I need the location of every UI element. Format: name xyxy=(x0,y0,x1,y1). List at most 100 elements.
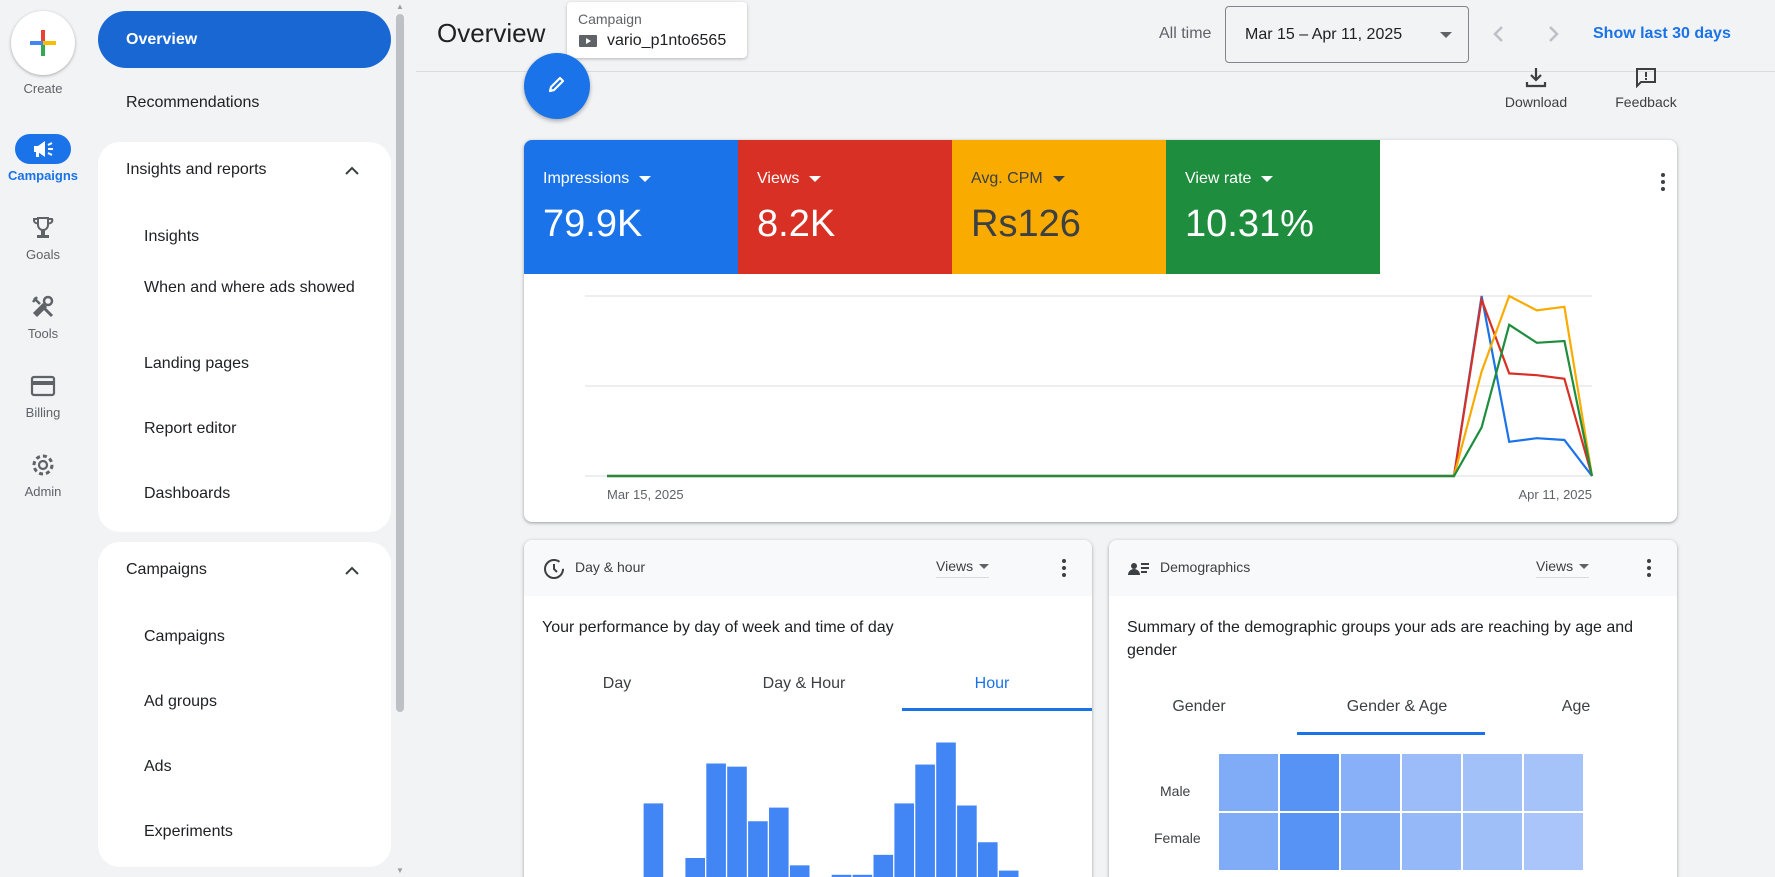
heatmap-cell[interactable] xyxy=(1280,813,1339,870)
day-hour-card-title: Day & hour xyxy=(575,559,646,575)
more-vert-icon[interactable] xyxy=(1052,556,1076,580)
nav-item-landing-pages[interactable]: Landing pages xyxy=(144,355,249,372)
nav-scroll-down[interactable]: ▼ xyxy=(396,866,404,875)
download-icon xyxy=(1525,68,1547,88)
dropdown-arrow-icon xyxy=(979,563,990,569)
x-tick-label: Apr 11, 2025 xyxy=(1519,487,1592,502)
rail-item-tools[interactable]: Tools xyxy=(0,292,86,341)
top-bar: Overview Campaign vario_p1nto6565 All ti… xyxy=(416,0,1775,72)
metric-value: 8.2K xyxy=(757,203,836,245)
date-range-value: Mar 15 – Apr 11, 2025 xyxy=(1245,26,1403,43)
hour-bar xyxy=(748,821,768,877)
chevron-up-icon[interactable] xyxy=(343,162,361,180)
feedback-icon xyxy=(1636,68,1656,88)
hour-bar xyxy=(957,805,977,877)
demographics-card-title: Demographics xyxy=(1160,559,1251,575)
hour-bar xyxy=(831,874,852,877)
edit-button[interactable] xyxy=(524,53,590,119)
heatmap-cell[interactable] xyxy=(1463,754,1522,811)
create-button[interactable] xyxy=(11,11,75,75)
heatmap-cell[interactable] xyxy=(1341,813,1400,870)
nav-item-experiments[interactable]: Experiments xyxy=(144,823,233,840)
metric-impressions[interactable]: Impressions 79.9K xyxy=(524,140,738,274)
nav-item-insights[interactable]: Insights xyxy=(144,228,200,245)
rail-item-billing[interactable]: Billing xyxy=(0,371,86,420)
hour-bar xyxy=(873,854,894,877)
tab-age[interactable]: Age xyxy=(1561,698,1591,715)
tab-hour[interactable]: Hour xyxy=(974,675,1010,692)
show-last-30-days-link[interactable]: Show last 30 days xyxy=(1593,25,1731,42)
heatmap-cell[interactable] xyxy=(1402,754,1461,811)
heatmap-cell[interactable] xyxy=(1402,813,1461,870)
nav-item-when-where[interactable]: When and where ads showed xyxy=(144,279,355,296)
demographics-description: Summary of the demographic groups your a… xyxy=(1127,619,1634,659)
all-time-label: All time xyxy=(1159,25,1212,42)
trophy-icon xyxy=(33,217,54,238)
rail-label: Billing xyxy=(25,405,61,420)
rail-item-goals[interactable]: Goals xyxy=(0,213,86,262)
more-vert-icon[interactable] xyxy=(1637,556,1661,580)
download-button[interactable]: Download xyxy=(1486,66,1586,110)
metric-avg-cpm[interactable]: Avg. CPM Rs126 xyxy=(952,140,1166,274)
day-hour-views-select[interactable]: Views xyxy=(936,558,990,578)
metric-name: Views xyxy=(757,170,800,187)
more-vert-icon[interactable] xyxy=(1651,170,1675,194)
hour-bar xyxy=(852,874,873,877)
date-range-select[interactable]: Mar 15 – Apr 11, 2025 xyxy=(1225,6,1469,63)
campaign-chip-label: Campaign xyxy=(578,11,642,27)
heatmap-cell[interactable] xyxy=(1219,754,1278,811)
performance-summary-card: Impressions 79.9K Views 8.2K Avg. CPM Rs… xyxy=(524,140,1677,522)
demographics-card-header: Demographics Views xyxy=(1109,540,1677,596)
chevron-up-icon[interactable] xyxy=(343,562,361,580)
hour-bar xyxy=(915,764,935,877)
hour-bar xyxy=(727,766,747,877)
metric-views[interactable]: Views 8.2K xyxy=(738,140,952,274)
heatmap-cell[interactable] xyxy=(1524,754,1583,811)
gear-icon xyxy=(32,454,54,476)
tools-icon xyxy=(32,295,54,318)
demographics-card: Demographics Views Summary of the demogr… xyxy=(1109,540,1677,877)
nav-section-insights-title[interactable]: Insights and reports xyxy=(126,161,267,178)
chevron-right-icon[interactable] xyxy=(1537,18,1569,50)
metric-view-rate[interactable]: View rate 10.31% xyxy=(1166,140,1380,274)
heatmap-cell[interactable] xyxy=(1524,813,1583,870)
heatmap-cell[interactable] xyxy=(1219,813,1278,870)
tab-gender[interactable]: Gender xyxy=(1172,698,1226,715)
hourly-bar-chart xyxy=(643,742,1019,877)
nav-item-recommendations[interactable]: Recommendations xyxy=(126,94,260,111)
nav-scrollbar-thumb[interactable] xyxy=(396,14,404,712)
heatmap-cell[interactable] xyxy=(1280,754,1339,811)
metric-name: Impressions xyxy=(543,170,630,187)
tab-day[interactable]: Day xyxy=(602,675,632,692)
heatmap-row-label-male: Male xyxy=(1160,783,1191,799)
rail-item-campaigns[interactable]: Campaigns xyxy=(0,134,86,183)
heatmap-cell[interactable] xyxy=(1341,754,1400,811)
feedback-button[interactable]: Feedback xyxy=(1596,66,1696,110)
day-hour-description: Your performance by day of week and time… xyxy=(542,619,894,636)
nav-item-overview[interactable]: Overview xyxy=(98,11,391,68)
nav-item-ad-groups[interactable]: Ad groups xyxy=(144,693,217,710)
nav-section-campaigns: Campaigns Campaigns Ad groups Ads Experi… xyxy=(98,542,391,867)
series-line xyxy=(607,295,1594,478)
dropdown-arrow-icon xyxy=(639,176,652,182)
nav-item-campaigns[interactable]: Campaigns xyxy=(144,628,225,645)
rail-item-admin[interactable]: Admin xyxy=(0,450,86,499)
nav-section-insights: Insights and reports Insights When and w… xyxy=(98,142,391,532)
nav-item-report-editor[interactable]: Report editor xyxy=(144,420,237,437)
nav-item-ads[interactable]: Ads xyxy=(144,758,172,775)
campaigns-icon xyxy=(34,141,53,157)
demographics-views-select[interactable]: Views xyxy=(1536,558,1590,578)
schedule-icon xyxy=(544,559,564,579)
nav-scroll-up[interactable]: ▲ xyxy=(396,2,404,11)
campaign-chip[interactable]: Campaign vario_p1nto6565 xyxy=(567,2,747,58)
series-line xyxy=(607,323,1594,478)
tab-day-hour[interactable]: Day & Hour xyxy=(762,675,846,692)
nav-item-dashboards[interactable]: Dashboards xyxy=(144,485,231,502)
tab-gender-age[interactable]: Gender & Age xyxy=(1346,698,1448,715)
chevron-left-icon[interactable] xyxy=(1483,18,1515,50)
nav-section-campaigns-title[interactable]: Campaigns xyxy=(126,561,207,578)
heatmap-cell[interactable] xyxy=(1463,813,1522,870)
dropdown-arrow-icon xyxy=(1440,32,1452,38)
hour-bar xyxy=(894,803,914,877)
views-select-label: Views xyxy=(936,558,974,574)
